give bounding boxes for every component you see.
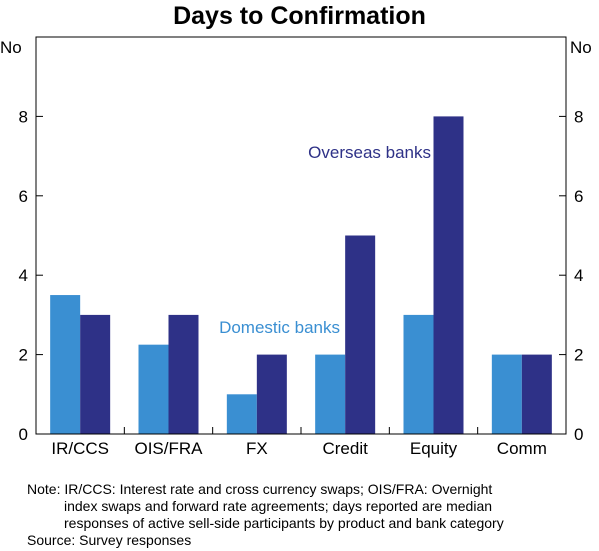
note-line-1: Note: IR/CCS: Interest rate and cross cu… [27,481,493,497]
plot-frame [35,36,567,435]
y-tick-label-left: 0 [19,425,28,444]
y-tick-label-left: 4 [19,266,28,285]
note-line-3: responses of active sell-side participan… [64,515,504,531]
y-tick-label-right: 4 [574,266,583,285]
bar-domestic-irccs [50,295,81,434]
bar-chart: IR/CCS OIS/FRA FX Credit Equity Comm 0 0 2 2 4 4 6 6 8… [0,36,592,458]
y-tick-label-right: 2 [574,346,583,365]
y-tick-label-left: 8 [19,107,28,126]
bar-overseas-comm [521,354,552,434]
bar-overseas-oisfra [168,314,199,434]
x-tick-label: Credit [322,439,368,458]
y-tick-label-right: 8 [574,107,583,126]
x-tick-label: Comm [497,439,547,458]
x-tick-label: OIS/FRA [134,439,203,458]
y-tick-label-left: 2 [19,346,28,365]
bar-domestic-comm [491,354,522,434]
y-tick-label-right: 6 [574,187,583,206]
bar-domestic-credit [315,354,346,434]
x-tick-label: Equity [410,439,458,458]
x-tick-label: IR/CCS [51,439,109,458]
bar-overseas-credit [345,235,376,434]
y-axis-label-left: No [0,38,22,57]
bar-overseas-equity [433,116,464,435]
note-line-2: index swaps and forward rate agreements;… [64,498,493,514]
series-label-overseas: Overseas banks [308,143,431,162]
bar-domestic-fx [226,394,257,434]
source-note: Source: Survey responses [27,532,192,548]
x-tick-label: FX [246,439,268,458]
bar-overseas-fx [256,354,287,434]
bar-domestic-oisfra [138,344,169,434]
y-axis-label-right: No [570,38,592,57]
bar-domestic-equity [403,314,434,434]
chart-title: Days to Confirmation [173,2,426,30]
y-tick-label-left: 6 [19,187,28,206]
bar-overseas-irccs [80,314,111,434]
series-label-domestic: Domestic banks [219,318,340,337]
y-tick-label-right: 0 [574,425,583,444]
